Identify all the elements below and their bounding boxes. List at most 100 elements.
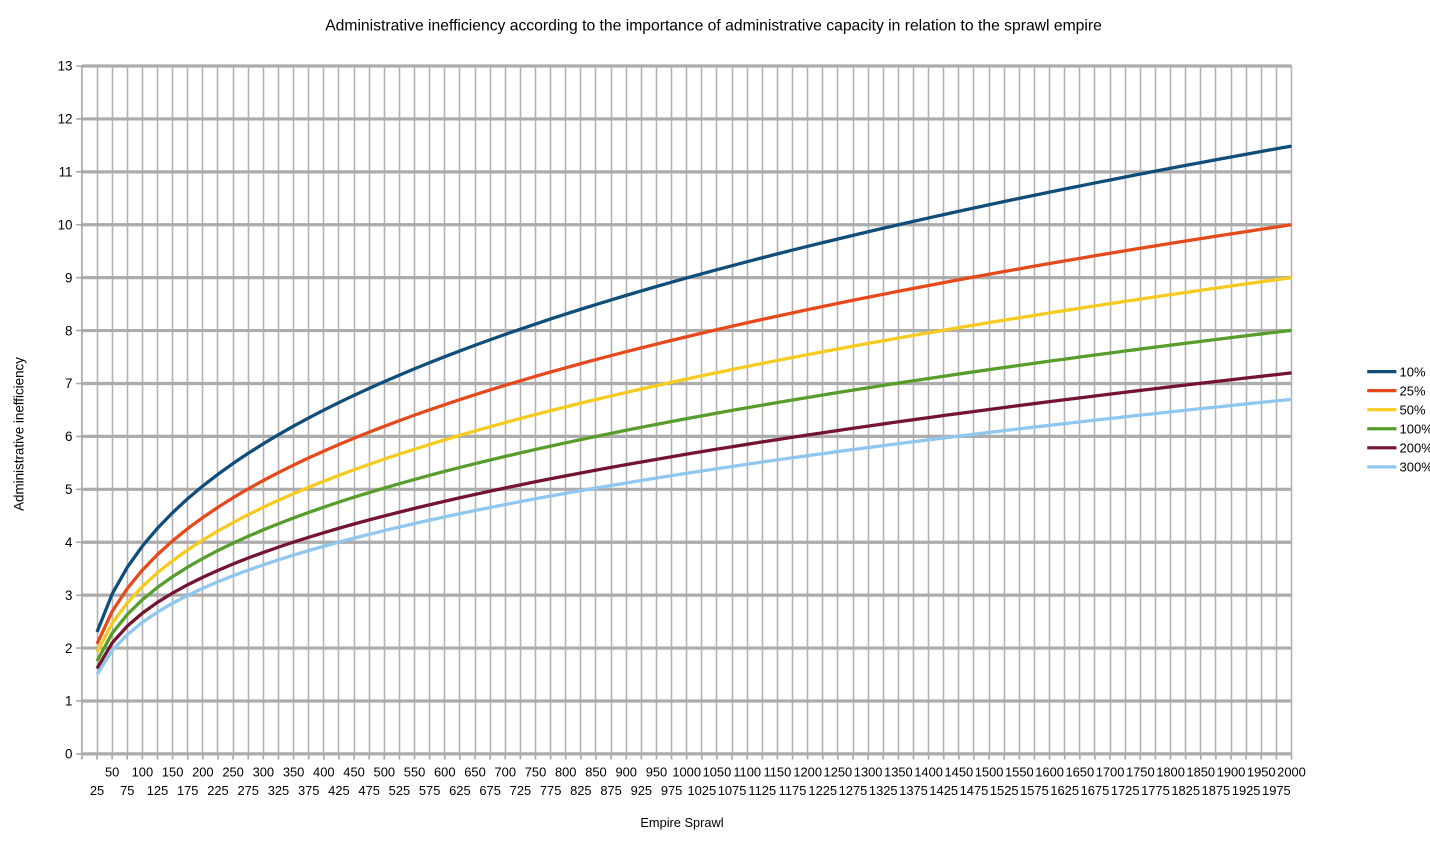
svg-text:400: 400 — [313, 764, 335, 779]
svg-text:1550: 1550 — [1005, 764, 1034, 779]
svg-text:975: 975 — [661, 783, 683, 798]
svg-text:100: 100 — [132, 764, 154, 779]
svg-text:325: 325 — [268, 783, 290, 798]
svg-text:1875: 1875 — [1202, 783, 1231, 798]
svg-text:1025: 1025 — [687, 783, 716, 798]
svg-text:1975: 1975 — [1262, 783, 1291, 798]
svg-text:7: 7 — [65, 376, 72, 391]
svg-text:200: 200 — [192, 764, 214, 779]
svg-text:1625: 1625 — [1050, 783, 1079, 798]
svg-text:6: 6 — [65, 429, 72, 444]
svg-text:1325: 1325 — [869, 783, 898, 798]
svg-text:1900: 1900 — [1217, 764, 1246, 779]
svg-text:4: 4 — [65, 535, 73, 550]
svg-text:1650: 1650 — [1065, 764, 1094, 779]
svg-text:175: 175 — [177, 783, 199, 798]
svg-text:350: 350 — [283, 764, 305, 779]
svg-text:550: 550 — [404, 764, 426, 779]
svg-text:1050: 1050 — [703, 764, 732, 779]
svg-text:1250: 1250 — [824, 764, 853, 779]
svg-text:1950: 1950 — [1247, 764, 1276, 779]
svg-text:Empire Sprawl: Empire Sprawl — [640, 815, 723, 830]
svg-text:1425: 1425 — [929, 783, 958, 798]
svg-text:1350: 1350 — [884, 764, 913, 779]
svg-text:1775: 1775 — [1141, 783, 1170, 798]
svg-text:50: 50 — [105, 764, 119, 779]
svg-text:1700: 1700 — [1096, 764, 1125, 779]
svg-text:1850: 1850 — [1186, 764, 1215, 779]
svg-text:1000: 1000 — [672, 764, 701, 779]
svg-text:1075: 1075 — [718, 783, 747, 798]
svg-text:500: 500 — [374, 764, 396, 779]
svg-text:600: 600 — [434, 764, 456, 779]
svg-text:1150: 1150 — [764, 764, 792, 779]
svg-text:1200: 1200 — [793, 764, 822, 779]
svg-text:1375: 1375 — [899, 783, 928, 798]
svg-text:800: 800 — [555, 764, 577, 779]
svg-text:50%: 50% — [1400, 402, 1426, 417]
svg-text:1300: 1300 — [854, 764, 883, 779]
svg-text:525: 525 — [389, 783, 411, 798]
svg-text:1100: 1100 — [733, 764, 761, 779]
svg-text:250: 250 — [222, 764, 244, 779]
svg-text:25: 25 — [90, 783, 104, 798]
svg-text:1600: 1600 — [1035, 764, 1064, 779]
svg-text:200%: 200% — [1400, 441, 1430, 456]
svg-text:575: 575 — [419, 783, 441, 798]
svg-text:12: 12 — [58, 112, 73, 127]
svg-text:5: 5 — [65, 482, 72, 497]
svg-text:10: 10 — [58, 217, 73, 232]
svg-text:875: 875 — [600, 783, 622, 798]
svg-text:1: 1 — [65, 694, 72, 709]
svg-text:2: 2 — [65, 641, 72, 656]
svg-text:425: 425 — [328, 783, 350, 798]
svg-text:750: 750 — [525, 764, 547, 779]
svg-text:775: 775 — [540, 783, 562, 798]
svg-text:1750: 1750 — [1126, 764, 1155, 779]
svg-text:1825: 1825 — [1171, 783, 1200, 798]
svg-text:1725: 1725 — [1111, 783, 1140, 798]
svg-text:725: 725 — [510, 783, 532, 798]
svg-text:625: 625 — [449, 783, 471, 798]
svg-text:8: 8 — [65, 323, 72, 338]
svg-text:2000: 2000 — [1277, 764, 1306, 779]
svg-text:9: 9 — [65, 270, 72, 285]
svg-text:475: 475 — [358, 783, 380, 798]
svg-text:1125: 1125 — [748, 783, 776, 798]
svg-text:1400: 1400 — [914, 764, 943, 779]
svg-text:375: 375 — [298, 783, 320, 798]
svg-text:1575: 1575 — [1020, 783, 1049, 798]
svg-text:1675: 1675 — [1081, 783, 1110, 798]
svg-text:25%: 25% — [1400, 383, 1426, 398]
svg-text:0: 0 — [65, 747, 72, 762]
svg-text:300: 300 — [253, 764, 275, 779]
svg-text:Administrative inefficiency ac: Administrative inefficiency according to… — [325, 18, 1102, 35]
svg-text:300%: 300% — [1400, 460, 1430, 475]
svg-text:13: 13 — [58, 59, 73, 74]
svg-text:1925: 1925 — [1232, 783, 1261, 798]
svg-text:1275: 1275 — [839, 783, 868, 798]
svg-text:650: 650 — [464, 764, 486, 779]
svg-text:700: 700 — [495, 764, 517, 779]
svg-text:Administrative inefficiency: Administrative inefficiency — [12, 357, 27, 511]
svg-text:275: 275 — [237, 783, 259, 798]
svg-text:850: 850 — [585, 764, 607, 779]
svg-text:1800: 1800 — [1156, 764, 1185, 779]
svg-text:1450: 1450 — [945, 764, 974, 779]
svg-text:225: 225 — [207, 783, 229, 798]
svg-text:675: 675 — [479, 783, 501, 798]
svg-text:11: 11 — [59, 165, 73, 180]
svg-text:1475: 1475 — [960, 783, 989, 798]
svg-text:925: 925 — [631, 783, 653, 798]
svg-text:1525: 1525 — [990, 783, 1019, 798]
svg-text:825: 825 — [570, 783, 592, 798]
svg-text:75: 75 — [120, 783, 134, 798]
svg-text:950: 950 — [646, 764, 668, 779]
svg-text:3: 3 — [65, 588, 72, 603]
svg-text:1500: 1500 — [975, 764, 1004, 779]
svg-text:450: 450 — [343, 764, 365, 779]
svg-text:125: 125 — [147, 783, 169, 798]
svg-text:900: 900 — [615, 764, 637, 779]
svg-text:1175: 1175 — [779, 783, 807, 798]
svg-text:10%: 10% — [1400, 364, 1426, 379]
